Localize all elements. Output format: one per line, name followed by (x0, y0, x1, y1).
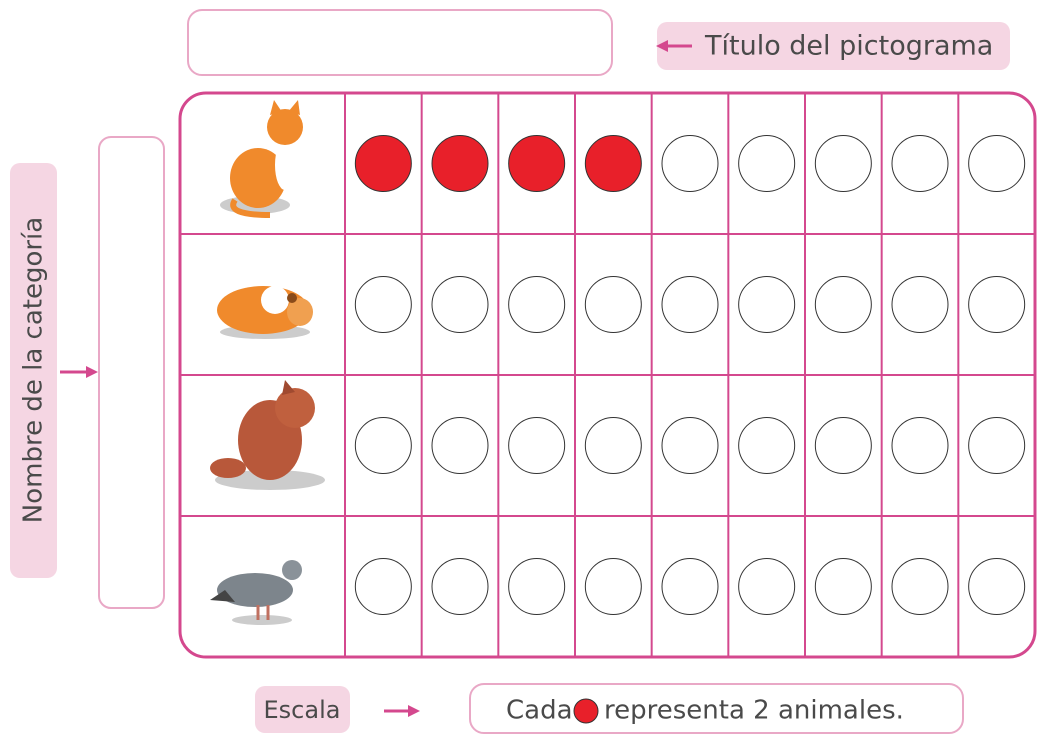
title-label: Título del pictograma (704, 31, 993, 62)
empty-circle (661, 417, 719, 474)
scale-label: Escala (264, 696, 341, 724)
empty-circle (968, 135, 1026, 192)
empty-circle (738, 276, 796, 333)
arrow-head (408, 705, 420, 717)
empty-circle (814, 135, 872, 192)
title-label-pill (657, 22, 1010, 70)
category-box (98, 136, 165, 609)
empty-circle (891, 417, 949, 474)
empty-circle (584, 558, 642, 615)
scale-text-before: Cada (506, 696, 573, 726)
filled-circle (508, 135, 566, 192)
scale-box (469, 683, 964, 734)
empty-circle (354, 276, 412, 333)
empty-circle (968, 417, 1026, 474)
scale-label-pill (255, 686, 350, 733)
empty-circle (814, 558, 872, 615)
title-box (187, 9, 613, 76)
category-label-pill (10, 163, 57, 578)
empty-circle (354, 417, 412, 474)
empty-circle (738, 135, 796, 192)
empty-circle (354, 558, 412, 615)
empty-circle (891, 135, 949, 192)
cat-icon (220, 100, 303, 218)
empty-circle (968, 558, 1026, 615)
table-frame (178, 91, 1037, 659)
empty-circle (584, 276, 642, 333)
category-label: Nombre de la categoría (19, 217, 49, 523)
empty-circle (584, 417, 642, 474)
empty-circle (891, 276, 949, 333)
arrow-head (86, 366, 98, 378)
empty-circle (431, 417, 489, 474)
empty-circle (661, 135, 719, 192)
empty-circle (431, 558, 489, 615)
scale-text-after: representa 2 animales. (604, 696, 904, 726)
empty-circle (508, 417, 566, 474)
pictogram-grid (180, 93, 1035, 657)
pigeon-icon (210, 560, 302, 625)
dog-icon (210, 380, 325, 490)
filled-circle (431, 135, 489, 192)
empty-circle (814, 417, 872, 474)
empty-circle (891, 558, 949, 615)
empty-circle (814, 276, 872, 333)
scale-symbol (573, 698, 599, 724)
empty-circle (661, 276, 719, 333)
empty-circle (508, 558, 566, 615)
empty-circle (661, 558, 719, 615)
empty-circle (968, 276, 1026, 333)
empty-circle (431, 276, 489, 333)
empty-circle (738, 417, 796, 474)
arrow-head (656, 40, 668, 52)
filled-circle (354, 135, 412, 192)
empty-circle (738, 558, 796, 615)
guinea-pig-icon (217, 286, 313, 339)
empty-circle (508, 276, 566, 333)
filled-circle (584, 135, 642, 192)
